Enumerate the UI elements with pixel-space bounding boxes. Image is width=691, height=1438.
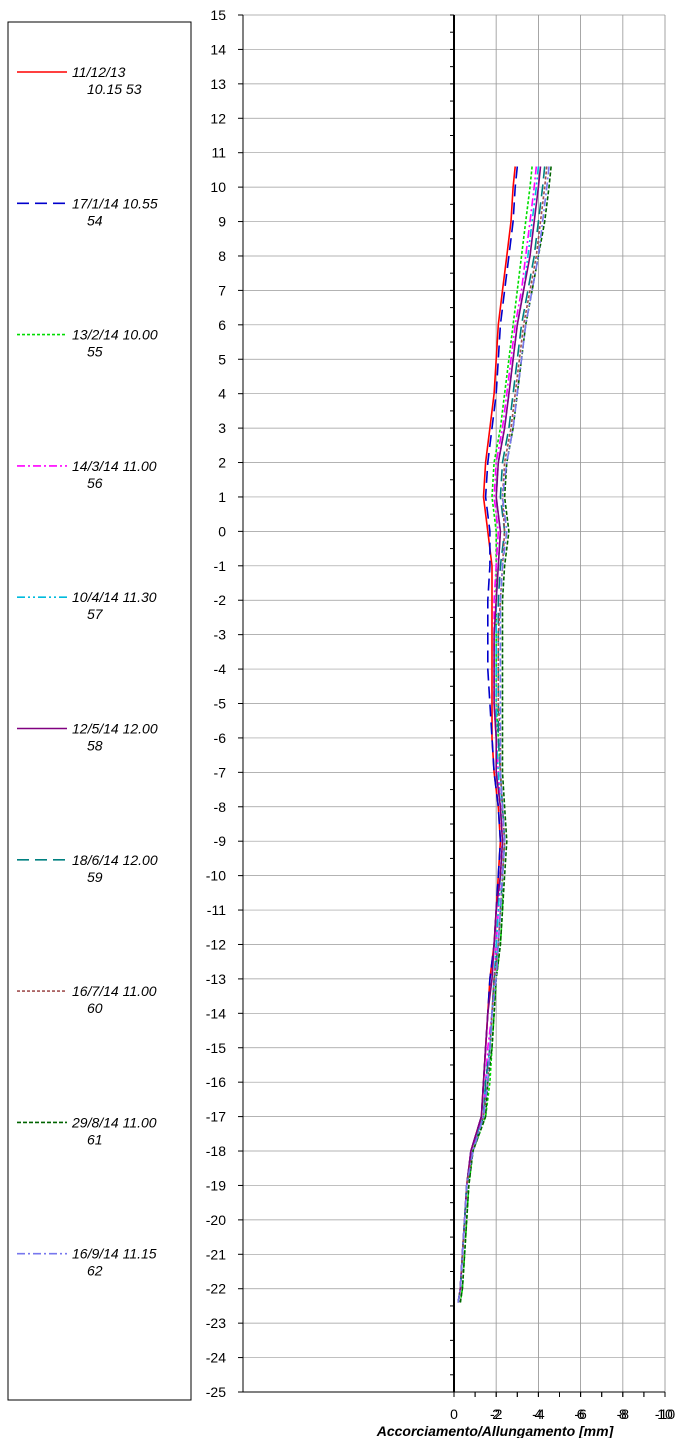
legend-label-3-line1: 13/2/14 10.00 bbox=[72, 327, 158, 343]
axes bbox=[238, 14, 666, 1397]
y-tick-label: 2 bbox=[218, 455, 226, 471]
y-tick-label: 1 bbox=[218, 489, 226, 505]
x-tick-label: -2 bbox=[490, 1406, 503, 1422]
y-tick-label: -11 bbox=[207, 902, 226, 918]
legend-label-4-line2: 56 bbox=[87, 475, 103, 491]
y-tick-label: -24 bbox=[206, 1350, 226, 1366]
y-tick-label: -20 bbox=[206, 1212, 226, 1228]
y-tick-label: -18 bbox=[206, 1143, 226, 1159]
legend-label-9-line2: 61 bbox=[87, 1131, 103, 1147]
y-tick-label: -5 bbox=[214, 696, 227, 712]
y-tick-label: 14 bbox=[210, 41, 226, 57]
y-tick-label: -15 bbox=[206, 1040, 226, 1056]
y-tick-label: 4 bbox=[218, 386, 226, 402]
legend-label-2-line1: 17/1/14 10.55 bbox=[72, 195, 158, 211]
y-tick-label: -10 bbox=[206, 868, 226, 884]
x-axis-title: Accorciamento/Allungamento [mm] bbox=[376, 1423, 615, 1438]
y-tick-label: 15 bbox=[210, 7, 226, 23]
series-line-9 bbox=[459, 166, 552, 1303]
y-tick-label: 8 bbox=[218, 248, 226, 264]
y-tick-label: 10 bbox=[210, 179, 226, 195]
y-tick-label: -19 bbox=[206, 1177, 226, 1193]
legend-label-10-line1: 16/9/14 11.15 bbox=[72, 1246, 157, 1262]
series-line-1 bbox=[457, 166, 516, 1303]
legend-label-7-line2: 59 bbox=[87, 869, 103, 885]
x-tick-label: 4 bbox=[535, 1406, 543, 1422]
y-tick-label: -13 bbox=[206, 971, 226, 987]
y-tick-label: -17 bbox=[206, 1109, 226, 1125]
y-tick-label: -16 bbox=[206, 1074, 226, 1090]
y-tick-label: -25 bbox=[206, 1384, 226, 1400]
y-tick-label: -22 bbox=[206, 1281, 226, 1297]
y-tick-label: -21 bbox=[206, 1246, 226, 1262]
x-tick-labels: -10 -8 -6 -4 -2 0 2 4 6 8 10 bbox=[450, 1406, 675, 1422]
series-line-10 bbox=[457, 166, 550, 1303]
y-tick-label: 12 bbox=[210, 110, 226, 126]
series-line-2 bbox=[457, 166, 519, 1303]
legend-label-8-line1: 16/7/14 11.00 bbox=[72, 983, 157, 999]
y-tick-label: 9 bbox=[218, 214, 226, 230]
legend-box bbox=[7, 21, 192, 1401]
y-tick-label: -14 bbox=[206, 1005, 226, 1021]
y-tick-label: 0 bbox=[218, 523, 226, 539]
legend-label-5-line2: 57 bbox=[87, 606, 104, 622]
legend-label-7-line1: 18/6/14 12.00 bbox=[72, 852, 158, 868]
y-tick-label: -9 bbox=[214, 833, 227, 849]
x-tick-label: 2 bbox=[492, 1406, 500, 1422]
y-tick-label: -12 bbox=[206, 936, 226, 952]
x-tick-label: 0 bbox=[450, 1406, 458, 1422]
y-tick-label: -3 bbox=[214, 627, 227, 643]
series-line-6 bbox=[457, 166, 542, 1303]
y-tick-label: 3 bbox=[218, 420, 226, 436]
x-tick-label: 6 bbox=[577, 1406, 585, 1422]
y-tick-labels: 1514131211109876543210-1-2-3-4-5-6-7-8-9… bbox=[206, 7, 226, 1400]
x-tick-label: -4 bbox=[532, 1406, 545, 1422]
legend-label-1-line2: 10.15 53 bbox=[87, 81, 142, 97]
x-tick-label: 10 bbox=[657, 1406, 673, 1422]
y-tick-label: -8 bbox=[214, 799, 227, 815]
legend-label-6-line2: 58 bbox=[87, 738, 103, 754]
y-tick-label: -23 bbox=[206, 1315, 226, 1331]
x-tick-label: -8 bbox=[617, 1406, 630, 1422]
legend-label-1-line1: 11/12/13 bbox=[72, 64, 126, 80]
legend-label-9-line1: 29/8/14 11.00 bbox=[71, 1114, 157, 1130]
y-tick-label: 13 bbox=[210, 76, 226, 92]
y-tick-label: -1 bbox=[214, 558, 227, 574]
series-line-7 bbox=[457, 166, 546, 1303]
y-tick-label: -6 bbox=[214, 730, 227, 746]
y-tick-label: 5 bbox=[218, 351, 226, 367]
legend-label-10-line2: 62 bbox=[87, 1263, 103, 1279]
y-tick-label: 11 bbox=[211, 145, 226, 161]
cut-off-left-tick: 0 bbox=[0, 1435, 6, 1438]
x-tick-label: -10 bbox=[655, 1406, 675, 1422]
legend-label-2-line2: 54 bbox=[87, 212, 103, 228]
y-tick-label: 6 bbox=[218, 317, 226, 333]
x-tick-label: 8 bbox=[619, 1406, 627, 1422]
legend-label-5-line1: 10/4/14 11.30 bbox=[72, 589, 157, 605]
legend-label-8-line2: 60 bbox=[87, 1000, 103, 1016]
y-tick-label: -7 bbox=[214, 764, 227, 780]
legend-label-3-line2: 55 bbox=[87, 344, 103, 360]
y-tick-label: -4 bbox=[214, 661, 227, 677]
legend-label-4-line1: 14/3/14 11.00 bbox=[72, 458, 157, 474]
y-tick-label: 7 bbox=[218, 282, 226, 298]
y-tick-label: -2 bbox=[214, 592, 227, 608]
legend-label-6-line1: 12/5/14 12.00 bbox=[72, 721, 158, 737]
series-lines bbox=[457, 166, 552, 1303]
x-tick-label: -6 bbox=[574, 1406, 587, 1422]
